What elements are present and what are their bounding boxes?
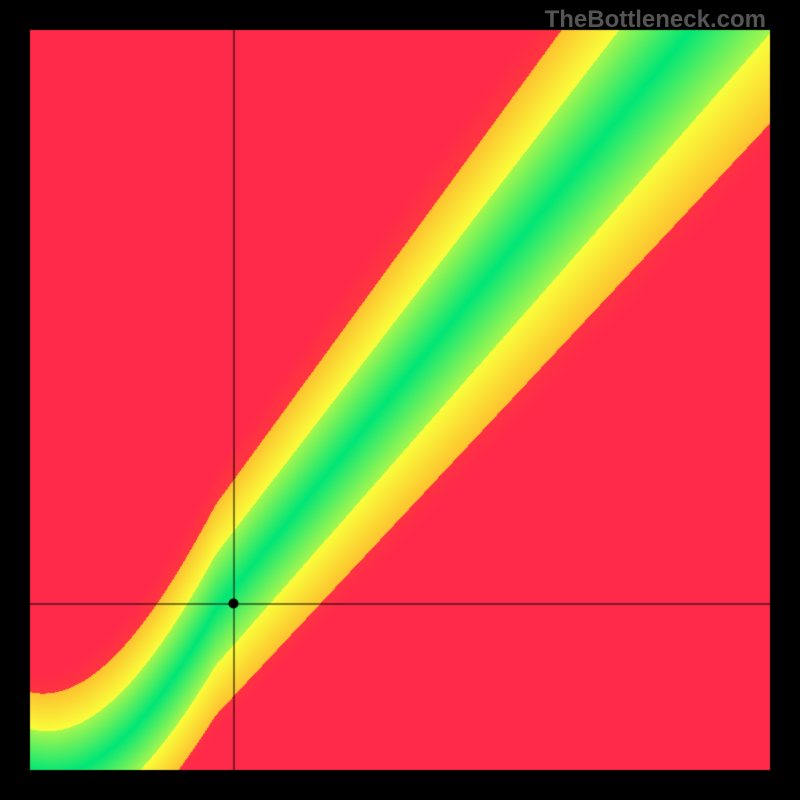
bottleneck-heatmap-canvas [0, 0, 800, 800]
chart-container: TheBottleneck.com [0, 0, 800, 800]
